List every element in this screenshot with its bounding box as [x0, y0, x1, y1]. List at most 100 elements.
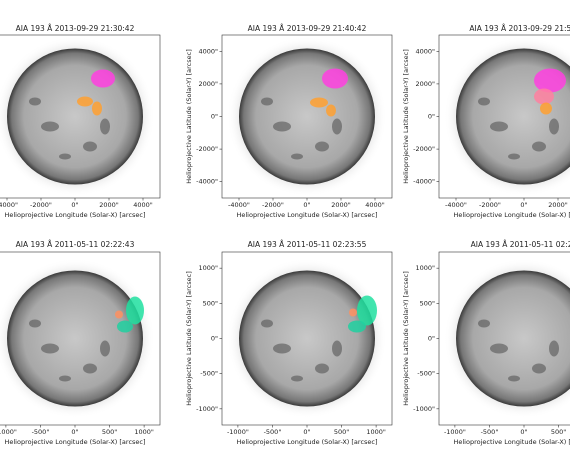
y-tick-label: -2000"	[196, 145, 218, 153]
y-tick-label: 1000"	[415, 264, 435, 272]
x-tick-label: -2000"	[30, 201, 52, 209]
x-axis-label: Helioprojective Longitude (Solar-X) [arc…	[4, 211, 145, 219]
x-axis-label: Helioprojective Longitude (Solar-X) [arc…	[236, 211, 377, 219]
y-tick-label: 2000"	[415, 80, 435, 88]
y-tick-label: 0"	[211, 113, 218, 121]
y-axis-label: Helioprojective Latitude (Solar-Y) [arcs…	[185, 271, 193, 406]
panel: AIA 193 Å 2011-05-11 02:23:55 -1000" -500"…	[185, 240, 393, 446]
x-axis-label: Helioprojective Longitude (Solar-X) [arc…	[4, 438, 145, 446]
flare-overlay	[92, 101, 102, 116]
flare-overlay	[91, 69, 115, 88]
x-tick-label: -4000"	[445, 201, 467, 209]
dark-region	[83, 141, 97, 152]
y-tick-label: 0"	[428, 335, 435, 343]
x-axis-label: Helioprojective Longitude (Solar-X) [arc…	[236, 438, 377, 446]
dark-region	[490, 343, 508, 354]
dark-region	[315, 141, 329, 152]
x-axis-label: Helioprojective Longitude (Solar-X) [arc…	[453, 438, 570, 446]
panel-title: AIA 193 Å 2013-09-29 21:50:	[469, 24, 570, 33]
y-axis-label: Helioprojective Latitude (Solar-Y) [arcs…	[402, 49, 410, 184]
panel-title: AIA 193 Å 2013-09-29 21:30:42	[16, 24, 135, 33]
x-tick-label: -500"	[264, 428, 282, 436]
panel: AIA 193 Å 2013-09-29 21:40:42 -4000" -2000…	[185, 24, 393, 219]
dark-region	[478, 319, 490, 328]
y-axis-label: Helioprojective Latitude (Solar-Y) [arcs…	[185, 49, 193, 184]
x-tick-label: 0"	[303, 428, 310, 436]
dark-region	[508, 153, 520, 160]
x-tick-label: 500"	[102, 428, 117, 436]
x-tick-label: 500"	[334, 428, 349, 436]
x-tick-label: 4000"	[365, 201, 385, 209]
dark-region	[490, 121, 508, 132]
panel-title: AIA 193 Å 2011-05-11 02:23:55	[248, 240, 367, 249]
flare-overlay	[348, 320, 366, 333]
dark-region	[261, 97, 273, 106]
dark-region	[100, 340, 110, 357]
dark-region	[41, 121, 59, 132]
x-tick-label: 0"	[71, 428, 78, 436]
dark-region	[83, 363, 97, 374]
y-tick-label: -4000"	[196, 178, 218, 186]
y-tick-label: -1000"	[413, 405, 435, 413]
x-tick-label: -1000"	[227, 428, 249, 436]
y-tick-label: 500"	[203, 299, 218, 307]
panel: AIA 193 Å 2013-09-29 21:30:42 -4000" -2000…	[0, 24, 161, 219]
dark-region	[29, 319, 41, 328]
y-tick-label: 1000"	[198, 264, 218, 272]
dark-region	[549, 118, 559, 135]
flare-overlay	[534, 88, 554, 105]
x-tick-label: -500"	[481, 428, 499, 436]
y-tick-label: -2000"	[413, 145, 435, 153]
x-tick-label: 4000"	[133, 201, 153, 209]
x-tick-label: 500"	[551, 428, 566, 436]
dark-region	[59, 375, 71, 382]
flare-overlay	[117, 320, 133, 333]
dark-region	[332, 118, 342, 135]
dark-region	[291, 153, 303, 160]
y-tick-label: 4000"	[198, 47, 218, 55]
y-tick-label: -4000"	[413, 178, 435, 186]
dark-region	[332, 340, 342, 357]
dark-region	[532, 141, 546, 152]
y-tick-label: 2000"	[198, 80, 218, 88]
flare-overlay	[534, 68, 566, 93]
flare-overlay	[77, 96, 93, 107]
dark-region	[100, 118, 110, 135]
x-tick-label: 0"	[520, 201, 527, 209]
x-tick-label: -2000"	[262, 201, 284, 209]
sun-disk	[239, 48, 375, 185]
sun-disk	[7, 48, 143, 185]
dark-region	[273, 121, 291, 132]
dark-region	[273, 343, 291, 354]
x-tick-label: -500"	[32, 428, 50, 436]
sun-disk	[239, 270, 375, 407]
x-tick-label: -4000"	[228, 201, 250, 209]
panel-title: AIA 193 Å 2011-05-11 02:25	[471, 240, 570, 249]
y-tick-label: -500"	[417, 370, 435, 378]
panel: AIA 193 Å 2013-09-29 21:50: -4000" -2000" 0…	[402, 24, 570, 219]
flare-overlay	[326, 104, 336, 117]
panel: AIA 193 Å 2011-05-11 02:25 -1000" -500" 0" 5…	[402, 240, 570, 446]
dark-region	[549, 340, 559, 357]
x-tick-label: 2000"	[99, 201, 119, 209]
sun-disk	[7, 270, 143, 407]
x-tick-label: -4000"	[0, 201, 18, 209]
dark-region	[478, 97, 490, 106]
x-tick-label: 0"	[520, 428, 527, 436]
dark-region	[291, 375, 303, 382]
panel-title: AIA 193 Å 2011-05-11 02:22:43	[16, 240, 135, 249]
dark-region	[59, 153, 71, 160]
dark-region	[261, 319, 273, 328]
dark-region	[532, 363, 546, 374]
dark-region	[41, 343, 59, 354]
flare-overlay	[349, 308, 357, 317]
flare-overlay	[310, 97, 328, 108]
y-tick-label: 0"	[428, 113, 435, 121]
y-axis-label: Helioprojective Latitude (Solar-Y) [arcs…	[402, 271, 410, 406]
dark-region	[29, 97, 41, 106]
y-tick-label: 0"	[211, 335, 218, 343]
y-tick-label: -1000"	[196, 405, 218, 413]
y-tick-label: -500"	[200, 370, 218, 378]
y-tick-label: 500"	[420, 299, 435, 307]
panel: AIA 193 Å 2011-05-11 02:22:43 -1000" -500"…	[0, 240, 161, 446]
